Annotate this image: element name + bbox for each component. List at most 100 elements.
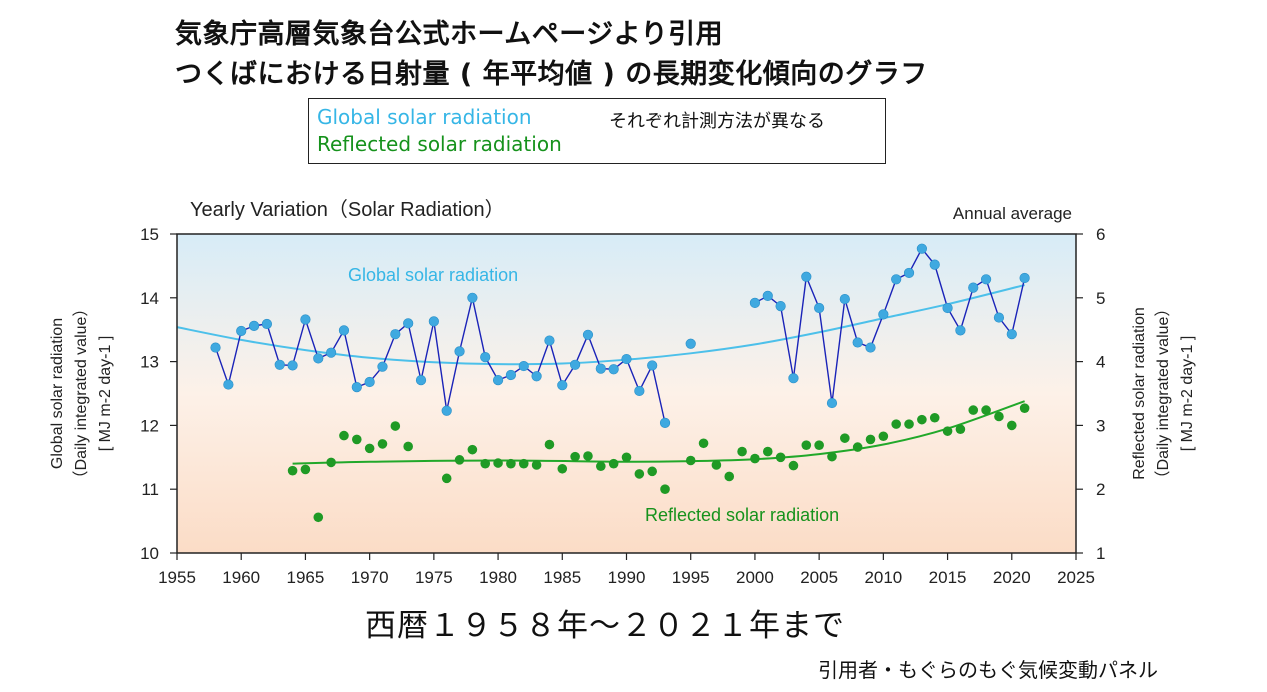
reflected-data-point xyxy=(441,473,452,484)
reflected-data-point xyxy=(968,405,979,415)
global-data-point xyxy=(351,382,362,393)
global-data-point xyxy=(980,274,992,285)
reflected-data-point xyxy=(762,446,773,457)
global-data-point xyxy=(415,375,427,386)
reflected-data-point xyxy=(518,458,529,469)
x-tick-label: 2020 xyxy=(993,568,1031,587)
reflected-data-point xyxy=(827,451,837,462)
global-data-point xyxy=(993,312,1005,323)
legend-reflected-label: Reflected solar radiation xyxy=(317,132,562,156)
reflected-data-point xyxy=(878,431,889,442)
global-series-line xyxy=(754,247,1026,404)
reflected-series-label: Reflected solar radiation xyxy=(645,505,839,525)
reflected-data-point xyxy=(660,484,670,495)
reflected-data-point xyxy=(313,512,324,523)
global-data-point xyxy=(1006,329,1017,340)
global-data-point xyxy=(634,385,645,397)
global-data-point xyxy=(929,259,940,270)
global-data-point xyxy=(903,267,915,279)
global-data-point xyxy=(595,363,606,374)
reflected-data-point xyxy=(1006,420,1017,431)
global-data-point xyxy=(531,371,542,382)
reflected-data-point xyxy=(929,412,940,423)
global-data-point xyxy=(480,352,491,363)
global-data-point xyxy=(390,329,401,340)
global-data-point xyxy=(788,373,799,384)
global-data-point xyxy=(248,320,260,331)
global-data-point xyxy=(518,360,529,372)
legend-note: それぞれ計測方法が異なる xyxy=(609,111,825,132)
chart-annotation: Annual average xyxy=(953,204,1072,223)
global-data-point xyxy=(287,360,298,371)
y-left-tick-label: 10 xyxy=(140,544,159,563)
reflected-data-point xyxy=(608,458,619,469)
x-tick-label: 2015 xyxy=(929,568,967,587)
global-data-point xyxy=(968,282,979,293)
global-data-point xyxy=(878,309,889,320)
x-tick-label: 1960 xyxy=(222,568,260,587)
global-data-point xyxy=(274,359,285,370)
global-data-point xyxy=(852,337,863,348)
reflected-data-point xyxy=(364,443,375,454)
global-data-point xyxy=(210,342,221,353)
reflected-data-point xyxy=(788,460,799,471)
reflected-data-point xyxy=(891,419,901,429)
y-left-tick-label: 15 xyxy=(140,225,159,244)
reflected-data-point xyxy=(840,433,850,443)
global-data-point xyxy=(582,329,594,340)
reflected-data-point xyxy=(994,411,1004,422)
reflected-data-point xyxy=(750,453,760,464)
reflected-data-point xyxy=(377,439,388,449)
reflected-data-point xyxy=(544,439,555,450)
legend-global-label: Global solar radiation xyxy=(317,105,532,129)
reflected-data-point xyxy=(531,460,542,470)
y-left-axis-label: Global solar radiation xyxy=(49,318,66,469)
reflected-data-point xyxy=(570,451,580,462)
global-data-point xyxy=(467,292,478,303)
global-data-point xyxy=(338,325,350,336)
reflected-data-point xyxy=(647,466,657,477)
y-right-axis-label: （Daily integrated value） xyxy=(1154,301,1172,487)
global-data-point xyxy=(236,325,247,337)
global-data-point xyxy=(544,335,555,346)
reflected-data-point xyxy=(724,471,735,482)
global-data-point xyxy=(403,318,414,329)
y-right-tick-label: 1 xyxy=(1096,544,1105,563)
global-data-point xyxy=(428,316,439,327)
reflected-data-point xyxy=(287,465,298,476)
y-left-tick-label: 12 xyxy=(140,416,159,435)
global-data-point xyxy=(762,290,773,301)
reflected-data-point xyxy=(352,434,362,445)
reflected-trend-curve xyxy=(292,400,1025,465)
global-data-point xyxy=(492,375,504,386)
global-data-point xyxy=(377,361,388,372)
global-data-point xyxy=(801,271,812,282)
global-data-point xyxy=(916,243,927,254)
global-data-point xyxy=(570,359,581,370)
x-tick-label: 1995 xyxy=(672,568,710,587)
reflected-data-point xyxy=(634,469,645,479)
legend-box: Global solar radiation Reflected solar r… xyxy=(308,98,886,164)
global-data-point xyxy=(749,297,761,309)
reflected-data-point xyxy=(326,457,336,468)
global-trend-curve xyxy=(176,284,1025,366)
global-data-point xyxy=(814,302,825,314)
global-data-point xyxy=(775,300,786,312)
reflected-data-point xyxy=(583,451,593,461)
chart-title: Yearly Variation（Solar Radiation） xyxy=(190,198,505,221)
global-data-point xyxy=(505,369,517,381)
global-data-point xyxy=(839,293,850,305)
reflected-data-point xyxy=(390,421,401,431)
global-data-point xyxy=(223,379,234,390)
global-data-point xyxy=(313,353,324,364)
global-data-point xyxy=(300,314,311,325)
x-tick-label: 1955 xyxy=(158,568,196,587)
period-caption: 西暦１９５８年〜２０２１年まで xyxy=(365,608,845,644)
reflected-data-point xyxy=(775,452,786,463)
reflected-data-point xyxy=(1019,403,1030,413)
global-data-point xyxy=(326,347,337,358)
y-right-tick-label: 5 xyxy=(1096,289,1105,308)
x-tick-label: 1990 xyxy=(608,568,646,587)
page-title-line1: 気象庁高層気象台公式ホームページより引用 xyxy=(175,19,724,50)
